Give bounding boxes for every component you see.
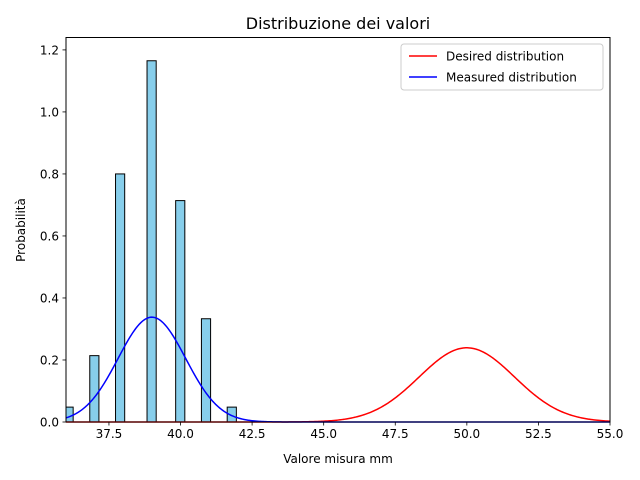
x-tick-label-3: 45.0 bbox=[310, 427, 337, 441]
histogram-bar-5 bbox=[200, 318, 212, 423]
y-tick-label-5: 1.0 bbox=[40, 105, 59, 119]
legend-label-desired: Desired distribution bbox=[446, 50, 564, 64]
histogram-bar-3 bbox=[146, 60, 157, 423]
y-tick-label-0: 0.0 bbox=[40, 416, 59, 430]
histogram-bar-2 bbox=[115, 173, 126, 423]
histogram-bar-0 bbox=[65, 406, 74, 423]
legend-label-measured: Measured distribution bbox=[446, 71, 577, 85]
x-axis-label: Valore misura mm bbox=[283, 452, 393, 466]
x-tick-label-6: 52.5 bbox=[525, 427, 552, 441]
x-tick-label-7: 55.0 bbox=[597, 427, 624, 441]
y-tick-label-2: 0.4 bbox=[40, 291, 59, 305]
y-tick-label-4: 0.8 bbox=[40, 167, 59, 181]
histogram-bar-1 bbox=[89, 355, 100, 423]
histogram-bar-4 bbox=[175, 200, 186, 423]
x-tick-label-4: 47.5 bbox=[382, 427, 409, 441]
x-tick-label-0: 37.5 bbox=[96, 427, 123, 441]
y-axis-label: Probabilità bbox=[14, 198, 28, 262]
x-tick-label-2: 42.5 bbox=[239, 427, 266, 441]
y-tick-label-3: 0.6 bbox=[40, 229, 59, 243]
legend-box bbox=[400, 43, 604, 91]
y-tick-label-1: 0.2 bbox=[40, 353, 59, 367]
y-axis-ticks: 0.0 0.2 0.4 0.6 0.8 1.0 1.2 bbox=[40, 43, 66, 430]
chart-title: Distribuzione dei valori bbox=[246, 14, 430, 33]
x-tick-label-5: 50.0 bbox=[453, 427, 480, 441]
plot-frame bbox=[65, 37, 611, 423]
x-tick-label-1: 40.0 bbox=[167, 427, 194, 441]
x-axis-ticks: 37.5 40.0 42.5 45.0 47.5 50.0 52.5 55.0 bbox=[96, 422, 624, 441]
legend: Desired distribution Measured distributi… bbox=[400, 43, 604, 91]
y-tick-label-6: 1.2 bbox=[40, 43, 59, 57]
